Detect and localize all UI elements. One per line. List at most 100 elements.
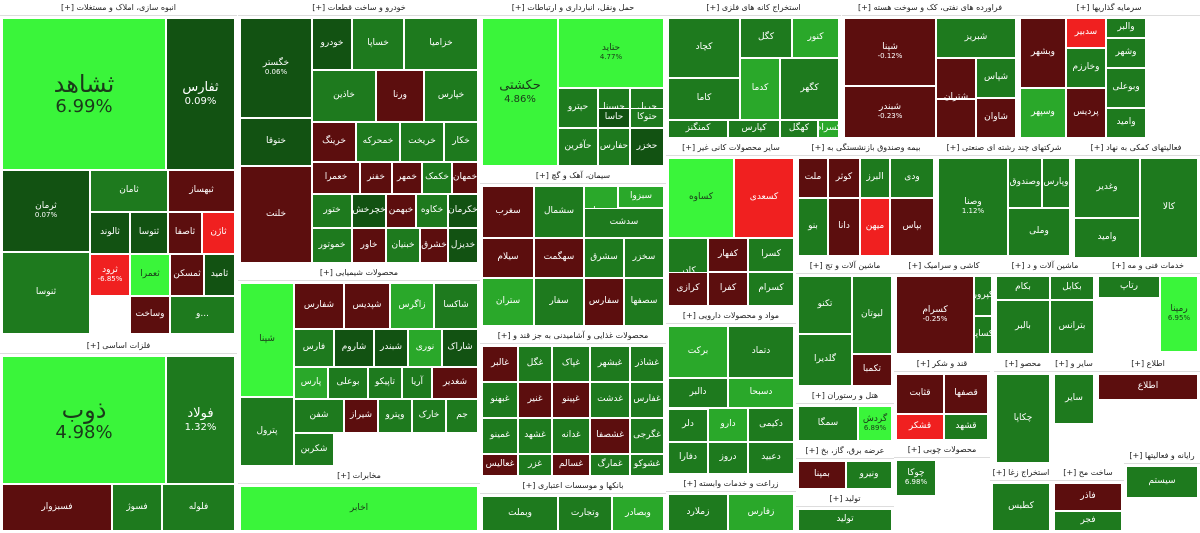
stock-tile[interactable]: پترول (240, 397, 294, 466)
stock-tile[interactable] (384, 263, 420, 265)
stock-tile[interactable]: دلر (668, 408, 708, 442)
stock-tile[interactable]: وشهر (1106, 38, 1146, 68)
stock-tile[interactable]: کمنگنز (668, 120, 728, 138)
stock-tile[interactable]: اطلاع (1098, 374, 1198, 400)
sector-header[interactable]: هتل و رستوران [+] (796, 388, 894, 404)
stock-tile[interactable]: غمارگ (590, 454, 630, 476)
sector-header[interactable]: مخابرات [+] (238, 468, 480, 484)
sector-header[interactable]: سیمان، آهک و گچ [+] (480, 168, 666, 184)
stock-tile[interactable]: غعالیس (482, 454, 518, 476)
stock-tile[interactable]: پارس (294, 367, 328, 399)
stock-tile[interactable]: دکیمی (748, 408, 794, 442)
stock-tile[interactable]: قصفها (944, 374, 988, 414)
stock-tile[interactable]: شفن (294, 399, 344, 433)
stock-tile[interactable]: حکشتی 4.86% (482, 18, 558, 166)
stock-tile[interactable]: سمگا (798, 406, 858, 441)
stock-tile[interactable]: ثمسکن (170, 254, 204, 296)
stock-tile[interactable]: البرز (860, 158, 890, 198)
stock-tile[interactable]: غشاذر (630, 346, 664, 382)
stock-tile[interactable]: سفارس (584, 278, 624, 326)
stock-tile[interactable]: اخابر (240, 486, 478, 531)
stock-tile[interactable]: آریا (402, 367, 432, 399)
stock-tile[interactable]: پردیس (1066, 88, 1106, 138)
stock-tile[interactable]: سایر (1054, 374, 1094, 424)
stock-tile[interactable]: کسرام (748, 272, 794, 306)
stock-tile[interactable]: جم (446, 399, 478, 433)
stock-tile[interactable]: لبوتان (852, 276, 892, 354)
stock-tile[interactable]: فسوژ (112, 484, 162, 531)
stock-tile[interactable]: گردش 6.89% (858, 406, 892, 441)
sector-header[interactable]: محصولات چوبی [+] (894, 442, 990, 458)
stock-tile[interactable]: بوعلی (328, 367, 368, 399)
sector-header[interactable]: سایر محصولات کانی غیر [+] (666, 140, 796, 156)
stock-tile[interactable]: غشصفا (590, 418, 630, 454)
stock-tile[interactable] (798, 386, 846, 388)
stock-tile[interactable]: وخارزم (1066, 48, 1106, 88)
stock-tile[interactable]: دانا (828, 198, 860, 256)
sector-header[interactable]: ساخت مح [+] (1052, 465, 1124, 481)
stock-tile[interactable]: کطبس (992, 483, 1050, 531)
stock-tile[interactable]: وپترو (378, 399, 412, 433)
stock-tile[interactable]: والبر (1106, 18, 1146, 38)
stock-tile[interactable]: بترانس (1050, 300, 1094, 354)
stock-tile[interactable]: کفرا (708, 272, 748, 306)
stock-tile[interactable] (748, 474, 794, 476)
stock-tile[interactable]: بکابل (1050, 276, 1094, 300)
sector-header[interactable]: محصو [+] (994, 356, 1052, 372)
stock-tile[interactable]: بکام (996, 276, 1050, 300)
stock-tile[interactable] (668, 408, 708, 410)
stock-tile[interactable]: سشرق (584, 238, 624, 278)
stock-tile[interactable]: شپنا (240, 283, 294, 397)
stock-tile[interactable] (846, 386, 892, 388)
stock-tile[interactable]: ثاصفا (168, 212, 202, 254)
stock-tile[interactable]: غپاک (552, 346, 590, 382)
stock-tile[interactable]: شپنا -0.12% (844, 18, 936, 86)
stock-tile[interactable]: سبزوا (618, 186, 664, 208)
sector-header[interactable]: بیمه وصندوق بازنشستگی به [+] (796, 140, 936, 156)
stock-tile[interactable]: تاپیکو (368, 367, 402, 399)
sector-header[interactable]: کاشی و سرامیک [+] (894, 258, 994, 274)
stock-tile[interactable]: کپرور (974, 276, 992, 316)
stock-tile[interactable] (312, 263, 348, 265)
stock-tile[interactable]: زملارد (668, 494, 728, 531)
stock-tile[interactable]: وغدیر (1074, 158, 1140, 218)
stock-tile[interactable] (708, 474, 748, 476)
sector-header[interactable]: محصولات غذایی و آشامیدنی به جز قند و [+] (480, 328, 666, 344)
stock-tile[interactable]: ورنا (376, 70, 424, 122)
stock-tile[interactable]: حتاید 4.77% (558, 18, 664, 88)
stock-tile[interactable]: خزامیا (404, 18, 478, 70)
stock-tile[interactable]: کنور (792, 18, 839, 58)
stock-tile[interactable]: ستران (482, 278, 534, 326)
sector-header[interactable]: خدمات فنی و مه [+] (1096, 258, 1200, 274)
stock-tile[interactable]: کپارس (728, 120, 780, 138)
stock-tile[interactable]: غشهد (518, 418, 552, 454)
stock-tile[interactable]: غبهنو (482, 382, 518, 418)
stock-tile[interactable]: خودرو (312, 18, 352, 70)
stock-tile[interactable]: وتجارت (558, 496, 612, 531)
stock-tile[interactable]: سدبیر (1066, 18, 1106, 48)
stock-tile[interactable]: سیستم (1126, 466, 1198, 498)
stock-tile[interactable]: کدما (740, 58, 780, 120)
stock-tile[interactable]: قشکر (896, 414, 944, 440)
sector-header[interactable]: رایانه و فعالیتها [+] (1124, 448, 1200, 464)
stock-tile[interactable]: غپینو (552, 382, 590, 418)
stock-tile[interactable]: ثفارس 0.09% (166, 18, 235, 170)
stock-tile[interactable]: گلدیرا (798, 334, 852, 386)
sector-header[interactable]: انبوه سازی، املاک و مستغلات [+] (0, 0, 237, 16)
stock-tile[interactable]: خعمرا (312, 162, 360, 194)
stock-tile[interactable]: شبندر -0.23% (844, 86, 936, 138)
stock-tile[interactable]: ثامان (90, 170, 168, 212)
stock-tile[interactable]: غسالم (552, 454, 590, 476)
stock-tile[interactable]: دعبید (748, 442, 794, 474)
stock-tile[interactable]: ذوب 4.98% (2, 356, 166, 484)
stock-tile[interactable]: غگل (518, 346, 552, 382)
stock-tile[interactable]: کساپا (974, 316, 992, 354)
stock-tile[interactable]: خپارس (424, 70, 478, 122)
stock-tile[interactable]: کوثر (828, 158, 860, 198)
stock-tile[interactable] (798, 441, 846, 443)
sector-header[interactable]: تولید [+] (796, 491, 894, 507)
stock-tile[interactable]: سدشت (584, 208, 664, 238)
sector-header[interactable]: مواد و محصولات دارویی [+] (666, 308, 796, 324)
stock-tile[interactable]: سشمال (534, 186, 584, 238)
sector-header[interactable]: سرمایه گذاریها [+] (1018, 0, 1200, 16)
